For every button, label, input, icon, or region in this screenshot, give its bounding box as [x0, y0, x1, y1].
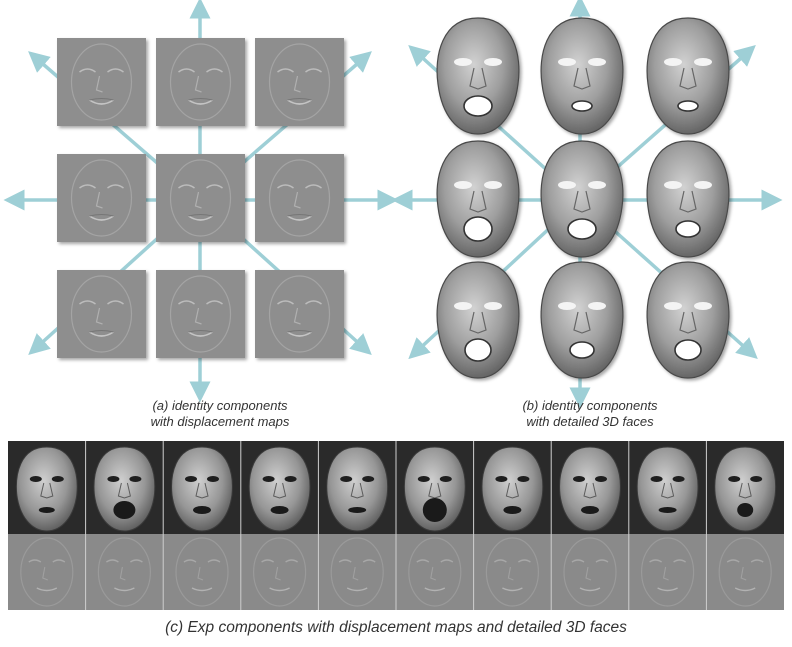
panel-c-column [395, 441, 466, 610]
panel-a-displacement-tile [57, 270, 146, 358]
panel-b-face [436, 17, 520, 135]
panel-b-face [540, 17, 624, 135]
panel-a-displacement-grid [57, 38, 344, 358]
panel-b-caption-line1: (b) identity components [522, 398, 658, 413]
panel-c-column [162, 441, 233, 610]
panel-b-caption: (b) identity components with detailed 3D… [470, 398, 710, 430]
panel-a-displacement-tile [156, 38, 245, 126]
panel-a-caption: (a) identity components with displacemen… [100, 398, 340, 430]
panel-b-face [646, 261, 730, 379]
panel-b-face [646, 17, 730, 135]
panel-b-face [540, 261, 624, 379]
panel-c-column [240, 441, 311, 610]
panel-a-displacement-tile [156, 154, 245, 242]
panel-a-caption-line2: with displacement maps [150, 414, 290, 429]
panel-a-displacement-tile [255, 270, 344, 358]
panel-c-column [550, 441, 621, 610]
panel-b-face [436, 140, 520, 258]
panel-c-column [705, 441, 777, 610]
panel-c-column [15, 446, 78, 607]
panel-c-column [85, 441, 156, 610]
panel-c-column [473, 441, 544, 610]
panel-b-face [646, 140, 730, 258]
panel-a-displacement-tile [156, 270, 245, 358]
panel-a-displacement-tile [255, 38, 344, 126]
panel-a-displacement-tile [57, 154, 146, 242]
panel-b-face-grid [436, 17, 730, 379]
panel-a-displacement-tile [57, 38, 146, 126]
panel-b-face [540, 140, 624, 258]
panel-c-column [628, 441, 699, 610]
panel-b-face [436, 261, 520, 379]
panel-c-expression-strip [15, 441, 777, 610]
panel-c-column [317, 441, 389, 610]
panel-b-caption-line2: with detailed 3D faces [526, 414, 654, 429]
panel-c-caption: (c) Exp components with displacement map… [165, 619, 627, 636]
panel-a-displacement-tile [255, 154, 344, 242]
panel-a-caption-line1: (a) identity components [152, 398, 288, 413]
